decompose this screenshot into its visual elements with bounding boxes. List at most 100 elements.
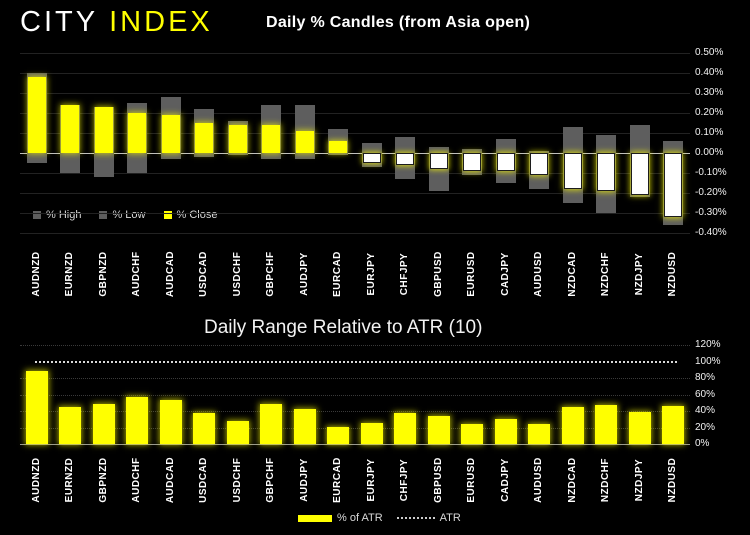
logo-index-text: INDEX [109, 6, 213, 38]
top-chart-title: Daily % Candles (from Asia open) [266, 14, 531, 31]
low-bar [60, 153, 81, 173]
atr-percentage-bar [59, 406, 82, 444]
y-tick-label: -0.20% [695, 187, 727, 198]
atr-percentage-bar [260, 404, 283, 444]
bottom-chart-title: Daily Range Relative to ATR (10) [204, 317, 483, 338]
logo-space [98, 6, 109, 38]
high-legend-label: % High [46, 209, 82, 221]
close-candle [329, 141, 348, 153]
high-bar [361, 143, 382, 153]
gridline [20, 394, 690, 396]
x-axis-label: USDCHF [231, 457, 243, 503]
x-axis-label: AUDCAD [164, 456, 176, 504]
y-tick-label: 60% [695, 388, 716, 400]
close-candle [228, 125, 247, 153]
low-bar [294, 153, 315, 159]
x-axis-label: EURCAD [332, 457, 344, 503]
close-legend-label: % Close [176, 209, 218, 221]
x-axis-label: GBPNZD [97, 457, 109, 503]
close-candle [563, 153, 582, 189]
close-candle [195, 123, 214, 153]
gridline [20, 73, 690, 74]
close-candle [496, 153, 515, 171]
close-candle [128, 113, 147, 153]
legend-item-pct-of-atr: % of ATR [298, 512, 383, 524]
atr-percentage-bar [226, 420, 249, 444]
atr-percentage-bar [394, 413, 417, 444]
x-axis-label: EURNZD [64, 457, 76, 503]
y-tick-label: -0.40% [695, 227, 727, 238]
close-candle [429, 153, 448, 169]
atr-percentage-bar [360, 423, 383, 444]
legend-item-high: % High [33, 209, 81, 221]
close-candle [630, 153, 649, 195]
x-axis-label: AUDNZD [30, 457, 42, 503]
low-bar [194, 153, 215, 157]
y-tick-label: 0.20% [695, 107, 724, 118]
close-candle [530, 153, 549, 175]
atr-percentage-bar [427, 415, 450, 444]
high-bar [495, 139, 516, 153]
gridline [20, 378, 690, 379]
high-bar [663, 141, 684, 153]
atr-percentage-bar [528, 424, 551, 444]
x-axis-label: NZDUSD [667, 457, 679, 503]
legend-item-low: % Low [99, 209, 146, 221]
gridline [20, 53, 690, 54]
x-axis-label: CHFJPY [399, 458, 411, 502]
x-axis-label: GBPNZD [97, 251, 109, 297]
y-tick-label: 0.00% [695, 147, 724, 158]
close-candle [295, 131, 314, 153]
x-axis-label: AUDJPY [298, 252, 310, 296]
close-candle [262, 125, 281, 153]
low-legend-swatch [99, 211, 108, 219]
x-axis-label: GBPUSD [432, 457, 444, 503]
city-index-logo: CITY INDEX [20, 6, 213, 39]
gridline [20, 427, 690, 429]
low-bar [160, 153, 181, 159]
high-bar [629, 125, 650, 153]
x-axis-label: NZDCHF [600, 251, 612, 297]
y-tick-label: 20% [695, 421, 716, 433]
gridline [20, 233, 690, 234]
x-axis-label: AUDNZD [30, 251, 42, 297]
gridline [20, 345, 690, 346]
x-axis-label: AUDCHF [131, 457, 143, 503]
x-axis-baseline [20, 444, 690, 445]
x-axis-label: EURUSD [466, 251, 478, 297]
pct-of-atr-legend-label: % of ATR [337, 512, 383, 524]
x-axis-label: AUDUSD [533, 251, 545, 297]
x-axis-label: USDCHF [231, 251, 243, 297]
close-candle [664, 153, 683, 217]
y-tick-label: 40% [695, 405, 716, 416]
atr-percentage-bar [561, 406, 584, 444]
x-axis-label: USDCAD [198, 457, 210, 503]
pct-of-atr-legend-swatch [298, 514, 332, 522]
zero-axis-line [20, 153, 690, 154]
high-bar [395, 137, 416, 153]
atr-percentage-bar [327, 426, 350, 444]
gridline [20, 133, 690, 134]
atr-percentage-bar [628, 411, 651, 444]
x-axis-label: NZDCHF [600, 457, 612, 503]
low-bar [26, 153, 47, 163]
x-axis-label: CADJPY [499, 458, 511, 502]
atr-dotted-line-legend-marker [396, 517, 435, 519]
y-tick-label: 80% [695, 372, 716, 383]
high-bar [562, 127, 583, 153]
close-candle [463, 153, 482, 171]
x-axis-label: AUDUSD [533, 457, 545, 503]
x-axis-label: GBPUSD [432, 251, 444, 297]
low-bar [227, 153, 248, 155]
x-axis-label: NZDUSD [667, 251, 679, 297]
x-axis-label: EURJPY [365, 458, 377, 502]
x-axis-label: CADJPY [499, 252, 511, 296]
x-axis-label: AUDCHF [131, 251, 143, 297]
atr-percentage-bar [159, 400, 182, 444]
close-candle [362, 153, 381, 163]
x-axis-label: EURNZD [64, 251, 76, 297]
y-tick-label: 100% [695, 355, 721, 367]
x-axis-label: NZDCAD [566, 251, 578, 297]
gridline [20, 173, 690, 174]
